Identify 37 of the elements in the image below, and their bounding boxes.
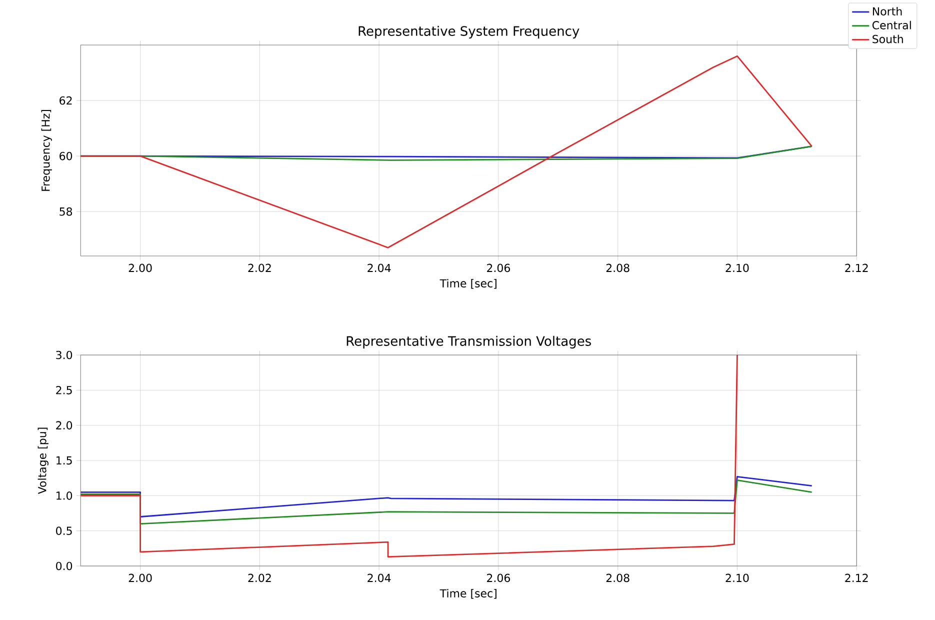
x-tick-label: 2.12 — [845, 574, 868, 582]
y-tick-label: 62 — [60, 96, 72, 105]
x-tick-label: 2.12 — [845, 264, 868, 272]
line-series — [80, 476, 813, 518]
y-tick-label: 2.0 — [56, 421, 72, 430]
x-tick-label: 2.00 — [128, 264, 152, 272]
y-tick-label: 0.5 — [56, 526, 72, 535]
y-tick-label: 2.5 — [56, 386, 72, 394]
legend-label: South — [872, 34, 903, 44]
chart-title: Representative System Frequency — [358, 26, 580, 38]
y-tick-label: 1.5 — [56, 456, 72, 465]
x-tick-label: 2.02 — [248, 574, 271, 582]
x-tick-label: 2.08 — [606, 574, 630, 582]
line-series — [80, 55, 813, 248]
y-axis-title: Voltage [pu] — [38, 428, 48, 494]
x-tick-label: 2.02 — [248, 264, 271, 272]
y-tick-label: 58 — [60, 207, 72, 216]
y-tick-label: 0.0 — [56, 562, 72, 570]
y-axis-title: Frequency [Hz] — [41, 110, 52, 191]
x-axis-title: Time [sec] — [440, 278, 496, 289]
y-tick-label: 1.0 — [56, 492, 72, 500]
x-tick-label: 2.04 — [368, 574, 391, 582]
x-tick-label: 2.08 — [606, 264, 630, 272]
x-tick-label: 2.10 — [726, 574, 749, 582]
x-tick-label: 2.06 — [487, 574, 510, 582]
legend-label: Central — [872, 20, 911, 30]
x-tick-label: 2.00 — [128, 574, 152, 582]
y-tick-label: 60 — [60, 152, 72, 160]
y-tick-label: 3.0 — [56, 350, 72, 360]
line-series — [80, 354, 738, 558]
x-tick-label: 2.06 — [487, 264, 510, 272]
legend-label: North — [872, 7, 902, 16]
chart-title: Representative Transmission Voltages — [346, 336, 591, 348]
x-tick-label: 2.04 — [368, 264, 391, 272]
x-tick-label: 2.10 — [726, 264, 749, 272]
x-axis-title: Time [sec] — [440, 588, 496, 599]
line-series — [80, 479, 813, 524]
